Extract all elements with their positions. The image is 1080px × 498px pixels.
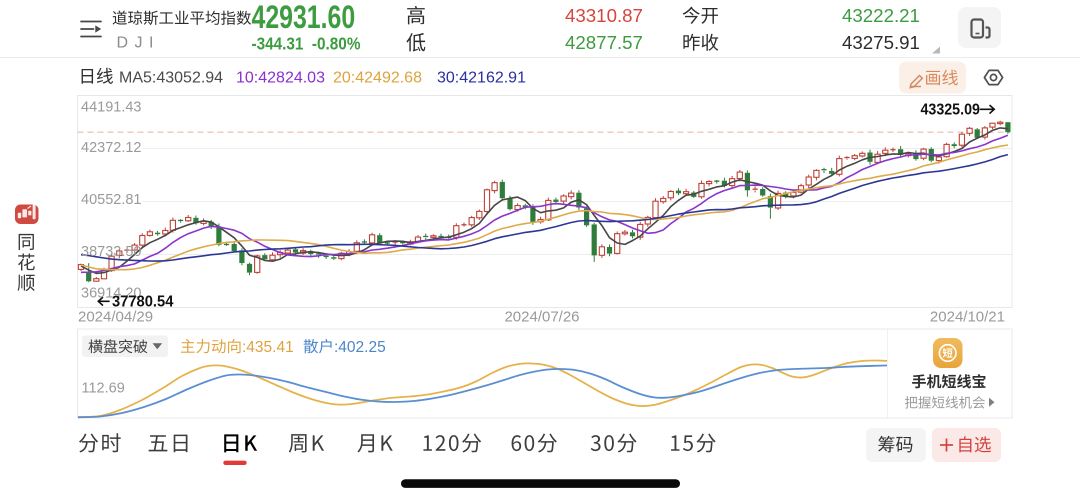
svg-text:40552.81: 40552.81 <box>81 192 141 208</box>
svg-text:43222.21: 43222.21 <box>842 5 920 26</box>
svg-text:36914.20: 36914.20 <box>81 286 141 302</box>
svg-text:10:42824.03: 10:42824.03 <box>236 70 325 87</box>
svg-text:43275.91: 43275.91 <box>842 32 920 53</box>
svg-text::435.41: :435.41 <box>242 339 294 356</box>
svg-text:44191.43: 44191.43 <box>81 100 141 116</box>
svg-text:DJI: DJI <box>117 35 161 52</box>
svg-text:20:42492.68: 20:42492.68 <box>333 70 422 87</box>
svg-text:-344.31 -0.80%: -344.31 -0.80% <box>252 34 361 53</box>
svg-text:112.69: 112.69 <box>82 381 125 397</box>
svg-text:2024/07/26: 2024/07/26 <box>504 309 579 326</box>
svg-text:43310.87: 43310.87 <box>565 5 643 26</box>
svg-text:MA5:43052.94: MA5:43052.94 <box>119 70 223 87</box>
svg-text:42877.57: 42877.57 <box>565 32 643 53</box>
svg-text:37780.54: 37780.54 <box>112 293 174 310</box>
svg-text::402.25: :402.25 <box>334 339 386 356</box>
svg-text:43325.09: 43325.09 <box>921 102 980 119</box>
svg-text:2024/10/21: 2024/10/21 <box>930 309 1005 326</box>
svg-text:42931.60: 42931.60 <box>252 0 356 36</box>
svg-text:42372.12: 42372.12 <box>81 140 141 156</box>
svg-text:2024/04/29: 2024/04/29 <box>78 309 153 326</box>
svg-text:30:42162.91: 30:42162.91 <box>437 70 526 87</box>
svg-text:38733.50: 38733.50 <box>81 244 141 260</box>
